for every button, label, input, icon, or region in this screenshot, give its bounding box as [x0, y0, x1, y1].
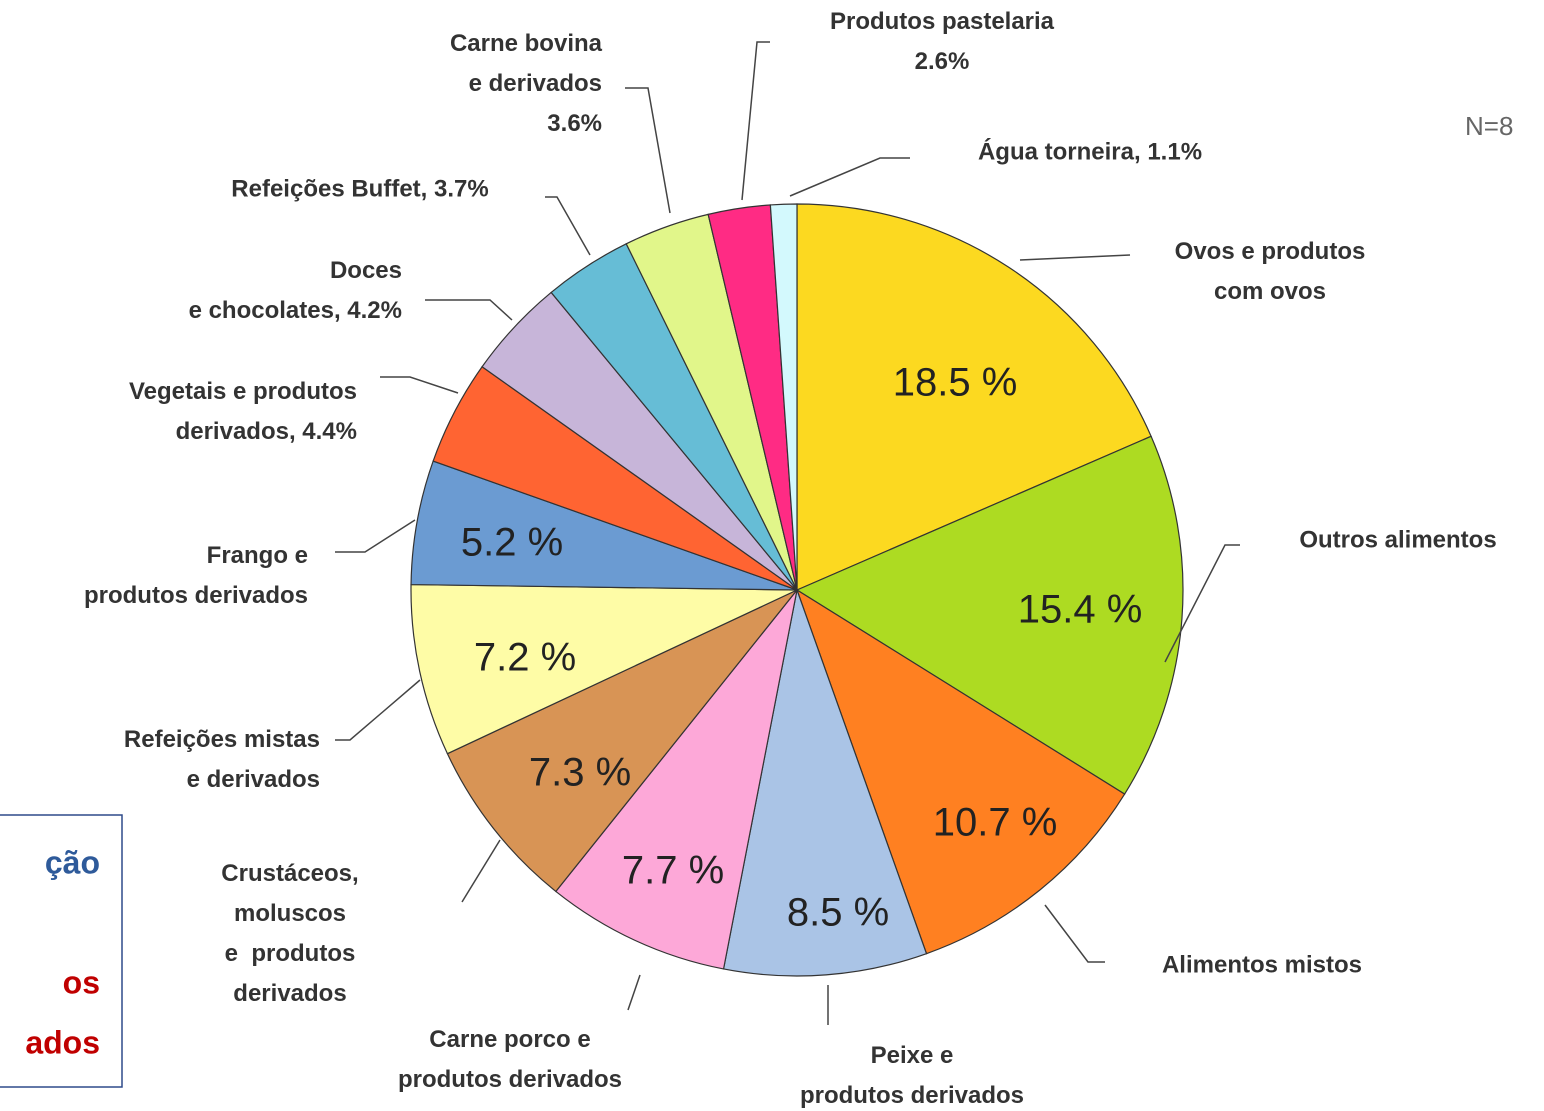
- pie-slice: [795, 588, 1126, 955]
- value-label: 7.7 %: [622, 849, 724, 893]
- pie-slice: [446, 589, 798, 893]
- slice-label: Carne bovina e derivados 3.6%: [450, 30, 603, 137]
- slice-label: Ovos e produtos com ovos: [1175, 238, 1366, 305]
- value-label: 8.5 %: [787, 891, 889, 935]
- slice-label: Água torneira, 1.1%: [978, 137, 1202, 165]
- slice-label: Vegetais e produtos derivados, 4.4%: [129, 378, 357, 445]
- value-label: 7.3 %: [529, 751, 631, 795]
- leader-line: [380, 376, 459, 394]
- slice-label: Doces e chocolates, 4.2%: [189, 257, 402, 324]
- pie-slice: [555, 589, 798, 970]
- slice-label: Outros alimentos: [1299, 526, 1496, 553]
- slice-label: Refeições mistas e derivados: [124, 726, 320, 793]
- leader-line: [425, 299, 513, 321]
- note-box: [0, 814, 123, 1088]
- sample-size: N=8: [1465, 111, 1513, 141]
- note-text: os: [63, 964, 100, 1000]
- pie-slice: [722, 587, 928, 977]
- leader-line: [335, 519, 416, 553]
- pie-slice: [410, 583, 798, 755]
- pie-slice: [769, 203, 798, 591]
- leader-line: [335, 679, 421, 741]
- slice-label: Peixe e produtos derivados: [800, 1042, 1024, 1109]
- value-label: 10.7 %: [933, 801, 1058, 845]
- slice-label: Carne porco e produtos derivados: [398, 1026, 622, 1093]
- slice-label: Alimentos mistos: [1162, 951, 1362, 978]
- leader-line: [625, 87, 671, 214]
- leader-line: [1164, 544, 1240, 663]
- value-label: 18.5 %: [893, 361, 1018, 405]
- leader-line: [789, 157, 910, 197]
- leader-line: [741, 41, 770, 201]
- slice-label: Frango e produtos derivados: [84, 542, 308, 609]
- note-text: ados: [25, 1024, 100, 1060]
- leader-line: [627, 974, 641, 1011]
- pie-slice: [796, 203, 1152, 591]
- value-label: 15.4 %: [1018, 588, 1143, 632]
- leader-line: [461, 839, 501, 903]
- leader-line: [545, 196, 591, 256]
- value-label: 7.2 %: [474, 636, 576, 680]
- pie-slice: [795, 435, 1184, 795]
- leader-line: [1019, 254, 1131, 261]
- value-label: 5.2 %: [461, 521, 563, 565]
- slice-label: Refeições Buffet, 3.7%: [231, 175, 488, 202]
- slice-label: Produtos pastelaria 2.6%: [830, 8, 1055, 75]
- leader-line: [1044, 904, 1105, 963]
- note-text: ção: [45, 844, 100, 880]
- slice-label: Crustáceos, moluscos e produtos derivados: [221, 860, 358, 1007]
